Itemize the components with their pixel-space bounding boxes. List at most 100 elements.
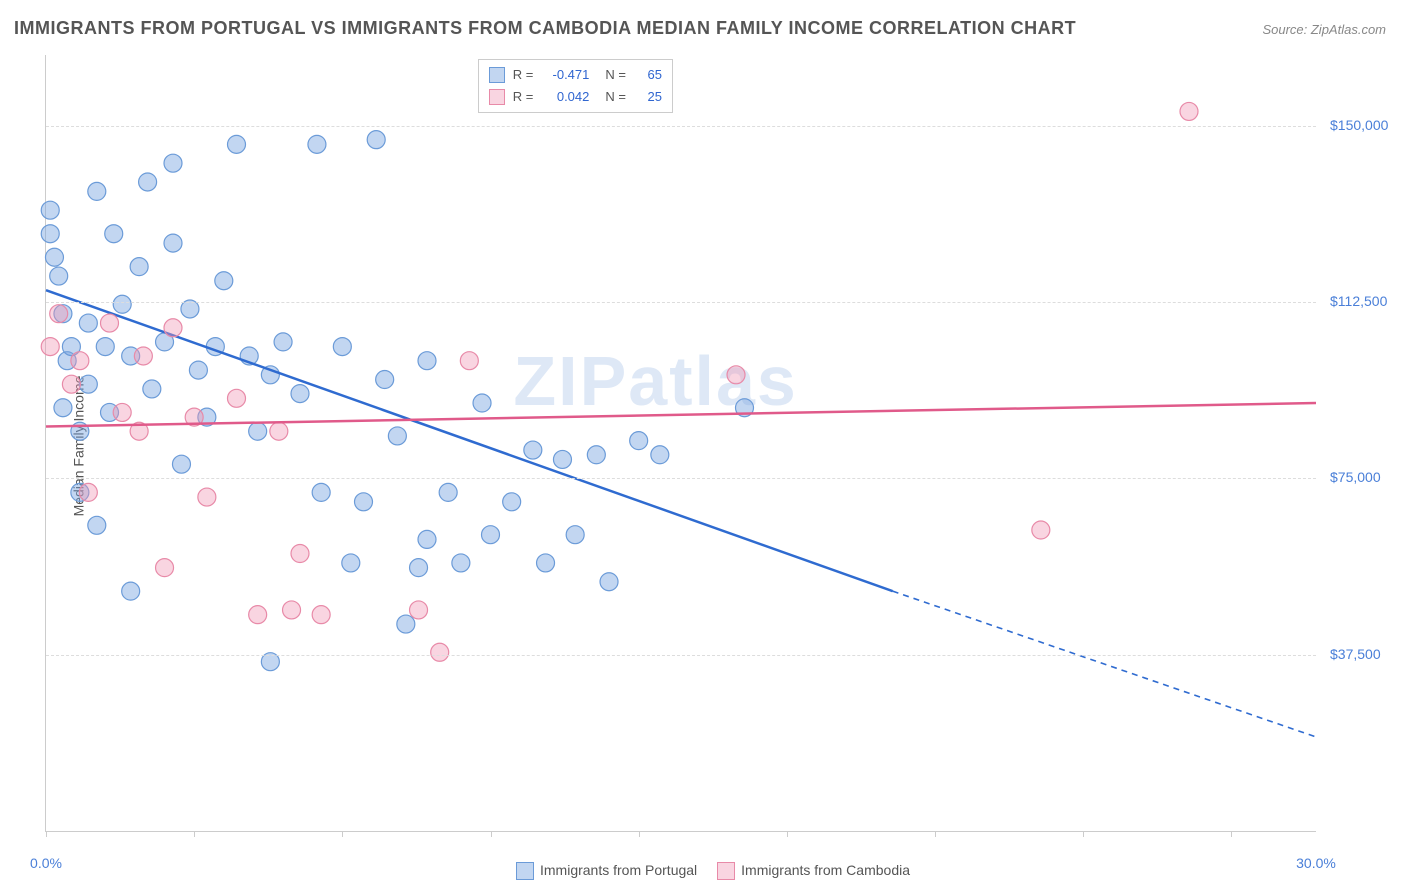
data-point xyxy=(587,446,605,464)
legend-series-label: Immigrants from Portugal xyxy=(540,862,697,878)
legend-swatch xyxy=(489,89,505,105)
data-point xyxy=(172,455,190,473)
x-tick xyxy=(639,831,640,837)
x-tick xyxy=(787,831,788,837)
legend-series-label: Immigrants from Cambodia xyxy=(741,862,910,878)
data-point xyxy=(410,559,428,577)
data-point xyxy=(630,432,648,450)
data-point xyxy=(524,441,542,459)
data-point xyxy=(727,366,745,384)
data-point xyxy=(537,554,555,572)
source-attribution: Source: ZipAtlas.com xyxy=(1262,22,1386,37)
legend-r-value: 0.042 xyxy=(541,86,589,108)
gridline xyxy=(46,302,1316,303)
data-point xyxy=(215,272,233,290)
data-point xyxy=(291,545,309,563)
chart-title: IMMIGRANTS FROM PORTUGAL VS IMMIGRANTS F… xyxy=(14,18,1076,39)
data-point xyxy=(143,380,161,398)
legend-row: R =0.042N =25 xyxy=(489,86,662,108)
data-point xyxy=(189,361,207,379)
data-point xyxy=(71,352,89,370)
data-point xyxy=(333,338,351,356)
y-tick-label: $37,500 xyxy=(1330,646,1381,662)
y-tick-label: $150,000 xyxy=(1330,117,1388,133)
data-point xyxy=(1032,521,1050,539)
legend-swatch xyxy=(717,862,735,880)
data-point xyxy=(600,573,618,591)
data-point xyxy=(388,427,406,445)
data-point xyxy=(439,483,457,501)
x-tick xyxy=(46,831,47,837)
data-point xyxy=(397,615,415,633)
data-point xyxy=(308,135,326,153)
legend-n-label: N = xyxy=(605,86,626,108)
data-point xyxy=(312,606,330,624)
data-point xyxy=(431,643,449,661)
data-point xyxy=(270,422,288,440)
data-point xyxy=(156,559,174,577)
data-point xyxy=(198,488,216,506)
data-point xyxy=(79,483,97,501)
data-point xyxy=(473,394,491,412)
data-point xyxy=(312,483,330,501)
chart-container: IMMIGRANTS FROM PORTUGAL VS IMMIGRANTS F… xyxy=(0,0,1406,892)
data-point xyxy=(452,554,470,572)
data-point xyxy=(355,493,373,511)
data-point xyxy=(88,516,106,534)
y-tick-label: $75,000 xyxy=(1330,469,1381,485)
data-point xyxy=(105,225,123,243)
data-point xyxy=(164,154,182,172)
gridline xyxy=(46,655,1316,656)
data-point xyxy=(418,352,436,370)
data-point xyxy=(101,314,119,332)
data-point xyxy=(482,526,500,544)
x-tick xyxy=(935,831,936,837)
data-point xyxy=(79,375,97,393)
data-point xyxy=(164,319,182,337)
legend-r-label: R = xyxy=(513,64,534,86)
legend-n-value: 65 xyxy=(634,64,662,86)
data-point xyxy=(130,258,148,276)
data-point xyxy=(291,385,309,403)
data-point xyxy=(342,554,360,572)
x-tick xyxy=(1083,831,1084,837)
scatter-plot-svg xyxy=(46,55,1316,831)
data-point xyxy=(50,267,68,285)
data-point xyxy=(164,234,182,252)
data-point xyxy=(62,375,80,393)
data-point xyxy=(41,338,59,356)
data-point xyxy=(113,403,131,421)
correlation-legend: R =-0.471N =65R =0.042N =25 xyxy=(478,59,673,113)
gridline xyxy=(46,478,1316,479)
data-point xyxy=(460,352,478,370)
data-point xyxy=(41,225,59,243)
legend-swatch xyxy=(516,862,534,880)
legend-r-value: -0.471 xyxy=(541,64,589,86)
legend-r-label: R = xyxy=(513,86,534,108)
plot-area: ZIPatlas R =-0.471N =65R =0.042N =25 $37… xyxy=(45,55,1316,832)
legend-swatch xyxy=(489,67,505,83)
data-point xyxy=(503,493,521,511)
data-point xyxy=(228,389,246,407)
x-tick xyxy=(342,831,343,837)
y-tick-label: $112,500 xyxy=(1330,293,1387,309)
data-point xyxy=(376,371,394,389)
data-point xyxy=(651,446,669,464)
x-tick xyxy=(1231,831,1232,837)
data-point xyxy=(50,305,68,323)
regression-line-extrapolated xyxy=(893,591,1316,737)
data-point xyxy=(88,182,106,200)
data-point xyxy=(54,399,72,417)
data-point xyxy=(122,582,140,600)
data-point xyxy=(134,347,152,365)
data-point xyxy=(1180,102,1198,120)
x-tick xyxy=(194,831,195,837)
data-point xyxy=(418,530,436,548)
data-point xyxy=(249,422,267,440)
legend-row: R =-0.471N =65 xyxy=(489,64,662,86)
data-point xyxy=(283,601,301,619)
x-tick xyxy=(491,831,492,837)
data-point xyxy=(249,606,267,624)
data-point xyxy=(566,526,584,544)
data-point xyxy=(41,201,59,219)
